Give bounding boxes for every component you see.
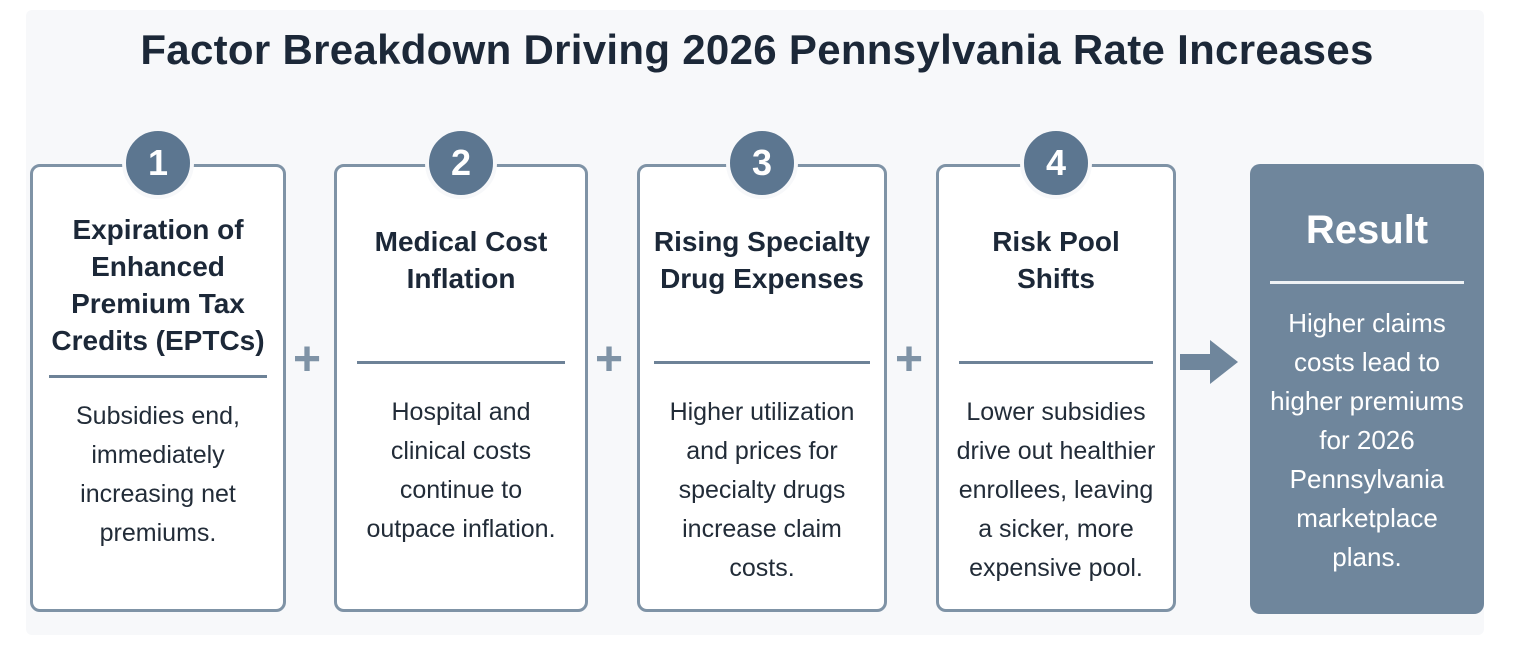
factor-card-3: 3 Rising Specialty Drug Expenses Higher … — [637, 127, 887, 612]
step-badge-2: 2 — [425, 127, 497, 199]
factor-description-4: Lower subsidies drive out healthier enro… — [956, 398, 1156, 582]
step-badge-1: 1 — [122, 127, 194, 199]
factor-card-4: 4 Risk Pool Shifts Lower subsidies drive… — [936, 127, 1176, 612]
arrow-right-icon — [1180, 340, 1238, 384]
factor-divider-4 — [959, 361, 1153, 364]
factor-title-1: Expiration of Enhanced Premium Tax Credi… — [51, 214, 265, 356]
diagram-title: Factor Breakdown Driving 2026 Pennsylvan… — [140, 26, 1374, 73]
factor-title-4: Risk Pool Shifts — [992, 226, 1120, 294]
factor-card-1: 1 Expiration of Enhanced Premium Tax Cre… — [30, 127, 286, 612]
factor-description-1: Subsidies end, immediately increasing ne… — [75, 402, 240, 547]
plus-icon: + — [595, 333, 624, 386]
step-badge-3: 3 — [726, 127, 798, 199]
result-description: Higher claims costs lead to higher premi… — [1270, 308, 1464, 572]
factor-description-2: Hospital and clinical costs continue to … — [366, 398, 556, 543]
plus-icon: + — [895, 333, 924, 386]
step-badge-4: 4 — [1020, 127, 1092, 199]
factor-divider-1 — [49, 375, 267, 378]
factor-title-3: Rising Specialty Drug Expenses — [653, 226, 871, 294]
factor-divider-3 — [654, 361, 870, 364]
factor-title-2: Medical Cost Inflation — [374, 226, 548, 294]
factor-description-3: Higher utilization and prices for specia… — [669, 398, 855, 582]
result-card: Result Higher claims costs lead to highe… — [1250, 164, 1484, 614]
factor-card-2: 2 Medical Cost Inflation Hospital and cl… — [334, 127, 588, 612]
result-divider — [1270, 281, 1464, 284]
plus-icon: + — [293, 333, 322, 386]
factor-divider-2 — [357, 361, 565, 364]
result-title: Result — [1305, 208, 1429, 252]
